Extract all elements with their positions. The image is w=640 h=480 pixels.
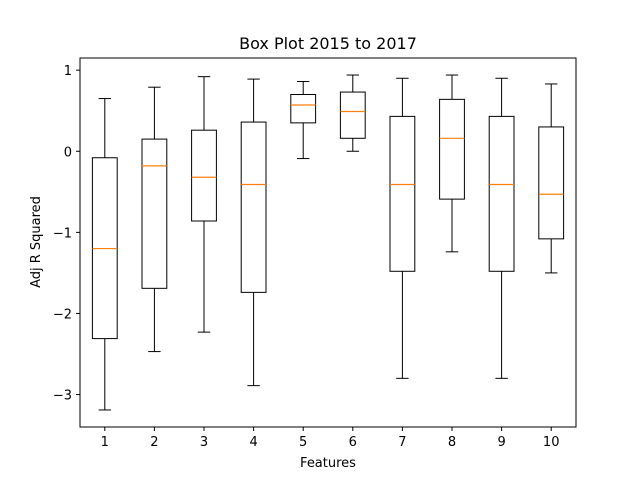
box-body	[141, 138, 168, 289]
box-8	[439, 74, 465, 253]
box-body	[290, 93, 317, 124]
box-10	[538, 83, 565, 274]
box-body	[439, 98, 465, 200]
x-tick-label-3: 3	[200, 435, 208, 450]
y-axis-label: Adj R Squared	[29, 196, 44, 288]
x-tick-label-5: 5	[299, 435, 307, 450]
box-2	[141, 86, 168, 353]
box-body	[389, 115, 416, 272]
y-tick-label-2: −1	[53, 226, 72, 241]
x-tick-label-10: 10	[543, 435, 560, 450]
x-tick-label-8: 8	[448, 435, 456, 450]
x-tick-label-9: 9	[497, 435, 505, 450]
box-6	[339, 74, 366, 152]
y-tick-label-0: 1	[64, 64, 72, 79]
y-tick-label-4: −3	[53, 389, 72, 404]
box-body	[240, 121, 267, 293]
y-tick-label-1: 0	[64, 145, 72, 160]
x-axis-label: Features	[300, 456, 356, 471]
x-tick-label-2: 2	[150, 435, 158, 450]
box-body	[339, 91, 366, 139]
chart-title: Box Plot 2015 to 2017	[239, 34, 417, 53]
x-tick-label-6: 6	[349, 435, 357, 450]
box-1	[91, 98, 118, 411]
box-3	[191, 76, 217, 333]
box-body	[538, 126, 565, 240]
box-7	[389, 77, 416, 379]
box-4	[240, 78, 267, 387]
box-9	[488, 77, 515, 379]
x-tick-label-1: 1	[101, 435, 109, 450]
plot-frame	[79, 57, 577, 428]
y-tick-label-3: −2	[53, 307, 72, 322]
x-tick-label-7: 7	[398, 435, 406, 450]
box-5	[290, 81, 317, 160]
x-tick-label-4: 4	[249, 435, 257, 450]
plot-area	[91, 74, 565, 411]
box-body	[191, 129, 217, 222]
box-body	[488, 115, 515, 272]
